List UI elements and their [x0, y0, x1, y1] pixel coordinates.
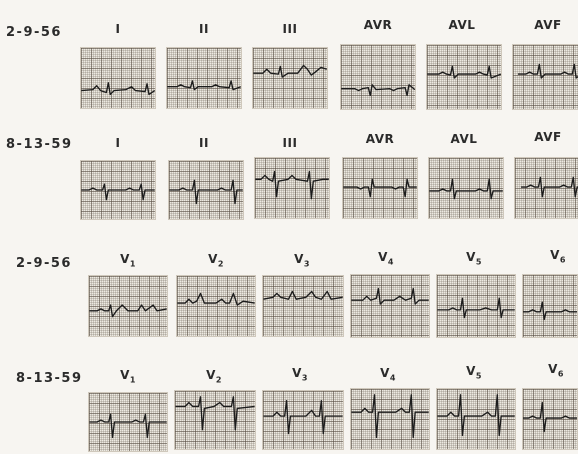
ecg-trace-r4-6	[522, 388, 578, 450]
lead-label-r2-2: II	[199, 136, 209, 150]
lead-label-r4-6: V6	[548, 362, 564, 379]
lead-label-r4-1: V1	[120, 368, 136, 385]
lead-label-r3-6: V6	[550, 248, 566, 265]
lead-label-r4-3: V3	[292, 366, 308, 383]
ecg-trace-r1-1	[80, 47, 156, 109]
ecg-trace-r3-4	[350, 274, 430, 338]
ecg-trace-r3-1	[88, 275, 168, 337]
ecg-trace-r1-4	[340, 44, 416, 110]
ecg-trace-r3-2	[176, 275, 256, 337]
ecg-trace-r2-3	[254, 157, 330, 219]
ecg-trace-r3-5	[436, 274, 516, 338]
ecg-trace-r4-3	[262, 390, 344, 450]
ecg-trace-r1-6	[512, 44, 578, 110]
ecg-trace-r4-5	[436, 388, 516, 450]
ecg-trace-r2-1	[80, 160, 156, 220]
lead-label-r3-5: V5	[466, 250, 482, 267]
lead-label-r2-1: I	[115, 136, 121, 150]
ecg-trace-r2-4	[342, 157, 418, 219]
lead-label-r4-5: V5	[466, 364, 482, 381]
lead-label-r3-4: V4	[378, 250, 394, 267]
ecg-trace-r4-2	[174, 390, 256, 450]
lead-label-r1-2: II	[199, 22, 209, 36]
lead-label-r2-6: AVF	[534, 130, 562, 144]
ecg-trace-r2-6	[514, 157, 578, 219]
lead-label-r2-5: AVL	[450, 132, 478, 146]
lead-label-r1-5: AVL	[448, 18, 476, 32]
lead-label-r2-3: III	[282, 136, 298, 150]
date-label-row-1: 2-9-56	[6, 25, 62, 40]
lead-label-r3-3: V3	[294, 252, 310, 269]
lead-label-r4-2: V2	[206, 368, 222, 385]
lead-label-r3-2: V2	[208, 252, 224, 269]
ecg-trace-r2-2	[168, 160, 244, 220]
ecg-trace-r1-3	[252, 47, 328, 109]
lead-label-r2-4: AVR	[365, 132, 395, 146]
ecg-trace-r4-1	[88, 392, 168, 452]
ecg-trace-r4-4	[350, 388, 430, 450]
lead-label-r1-6: AVF	[534, 18, 562, 32]
lead-label-r1-3: III	[282, 22, 298, 36]
ecg-trace-r1-5	[426, 44, 502, 110]
lead-label-r1-1: I	[115, 22, 121, 36]
date-label-row-2: 8-13-59	[6, 137, 73, 152]
lead-label-r1-4: AVR	[363, 18, 393, 32]
ecg-trace-r2-5	[428, 157, 504, 219]
date-label-row-3: 2-9-56	[16, 256, 72, 271]
ecg-trace-r3-6	[522, 274, 578, 338]
ecg-trace-r3-3	[262, 275, 344, 337]
ecg-trace-r1-2	[166, 47, 242, 109]
lead-label-r4-4: V4	[380, 366, 396, 383]
date-label-row-4: 8-13-59	[16, 371, 83, 386]
lead-label-r3-1: V1	[120, 252, 136, 269]
